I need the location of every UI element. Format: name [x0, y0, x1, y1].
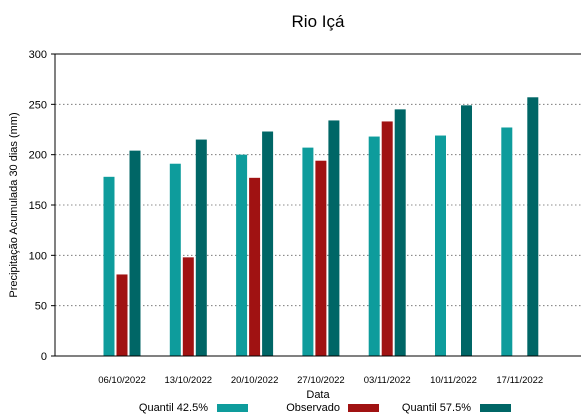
- y-tick-label: 100: [29, 250, 47, 262]
- x-tick-label: 03/11/2022: [364, 375, 411, 386]
- x-tick-label: 17/11/2022: [496, 375, 543, 386]
- bar: [315, 160, 327, 356]
- y-tick-label: 50: [35, 301, 47, 313]
- legend-swatch: [348, 404, 379, 412]
- legend-label: Quantil 42.5%: [139, 402, 208, 414]
- bar: [103, 176, 115, 356]
- bar: [262, 131, 274, 356]
- bar: [328, 120, 340, 356]
- x-tick-label: 13/10/2022: [165, 375, 213, 386]
- legend-label: Observado: [286, 402, 340, 414]
- bar: [236, 154, 248, 356]
- bar: [129, 150, 141, 356]
- bar: [527, 97, 539, 356]
- x-axis-label: Data: [306, 389, 330, 401]
- y-tick-label: 200: [29, 150, 47, 162]
- bar: [368, 136, 380, 356]
- bar: [182, 257, 194, 356]
- bars: [103, 97, 539, 357]
- bar: [461, 105, 472, 356]
- bar: [169, 163, 181, 356]
- bar: [195, 139, 207, 356]
- legend-swatch: [217, 404, 248, 412]
- x-axis-ticks: 06/10/2022 13/10/2022 20/10/2022 27/10/2022…: [98, 375, 543, 386]
- plot-frame: [54, 53, 581, 357]
- x-tick-label: 20/10/2022: [231, 375, 279, 386]
- bar: [501, 127, 513, 356]
- legend-label: Quantil 57.5%: [402, 402, 471, 414]
- y-tick-label: 300: [29, 49, 47, 61]
- y-axis-ticks: 0 50 100 150 200 250 300: [29, 49, 55, 363]
- bar: [381, 121, 393, 357]
- x-tick-label: 06/10/2022: [98, 375, 146, 386]
- y-tick-label: 150: [29, 200, 47, 212]
- bar: [435, 135, 446, 356]
- chart-title: Rio Içá: [292, 12, 345, 31]
- y-tick-label: 0: [41, 351, 47, 363]
- legend: Quantil 42.5% Observado Quantil 57.5%: [139, 402, 511, 414]
- bar: [249, 177, 261, 356]
- x-tick-label: 27/10/2022: [297, 375, 345, 386]
- y-tick-label: 250: [29, 99, 47, 111]
- x-tick-label: 10/11/2022: [430, 375, 477, 386]
- bar: [116, 274, 128, 356]
- bar: [394, 109, 406, 356]
- legend-swatch: [480, 404, 511, 412]
- y-axis-label: Precipitação Acumulada 30 dias (mm): [8, 112, 20, 297]
- bar: [302, 147, 314, 356]
